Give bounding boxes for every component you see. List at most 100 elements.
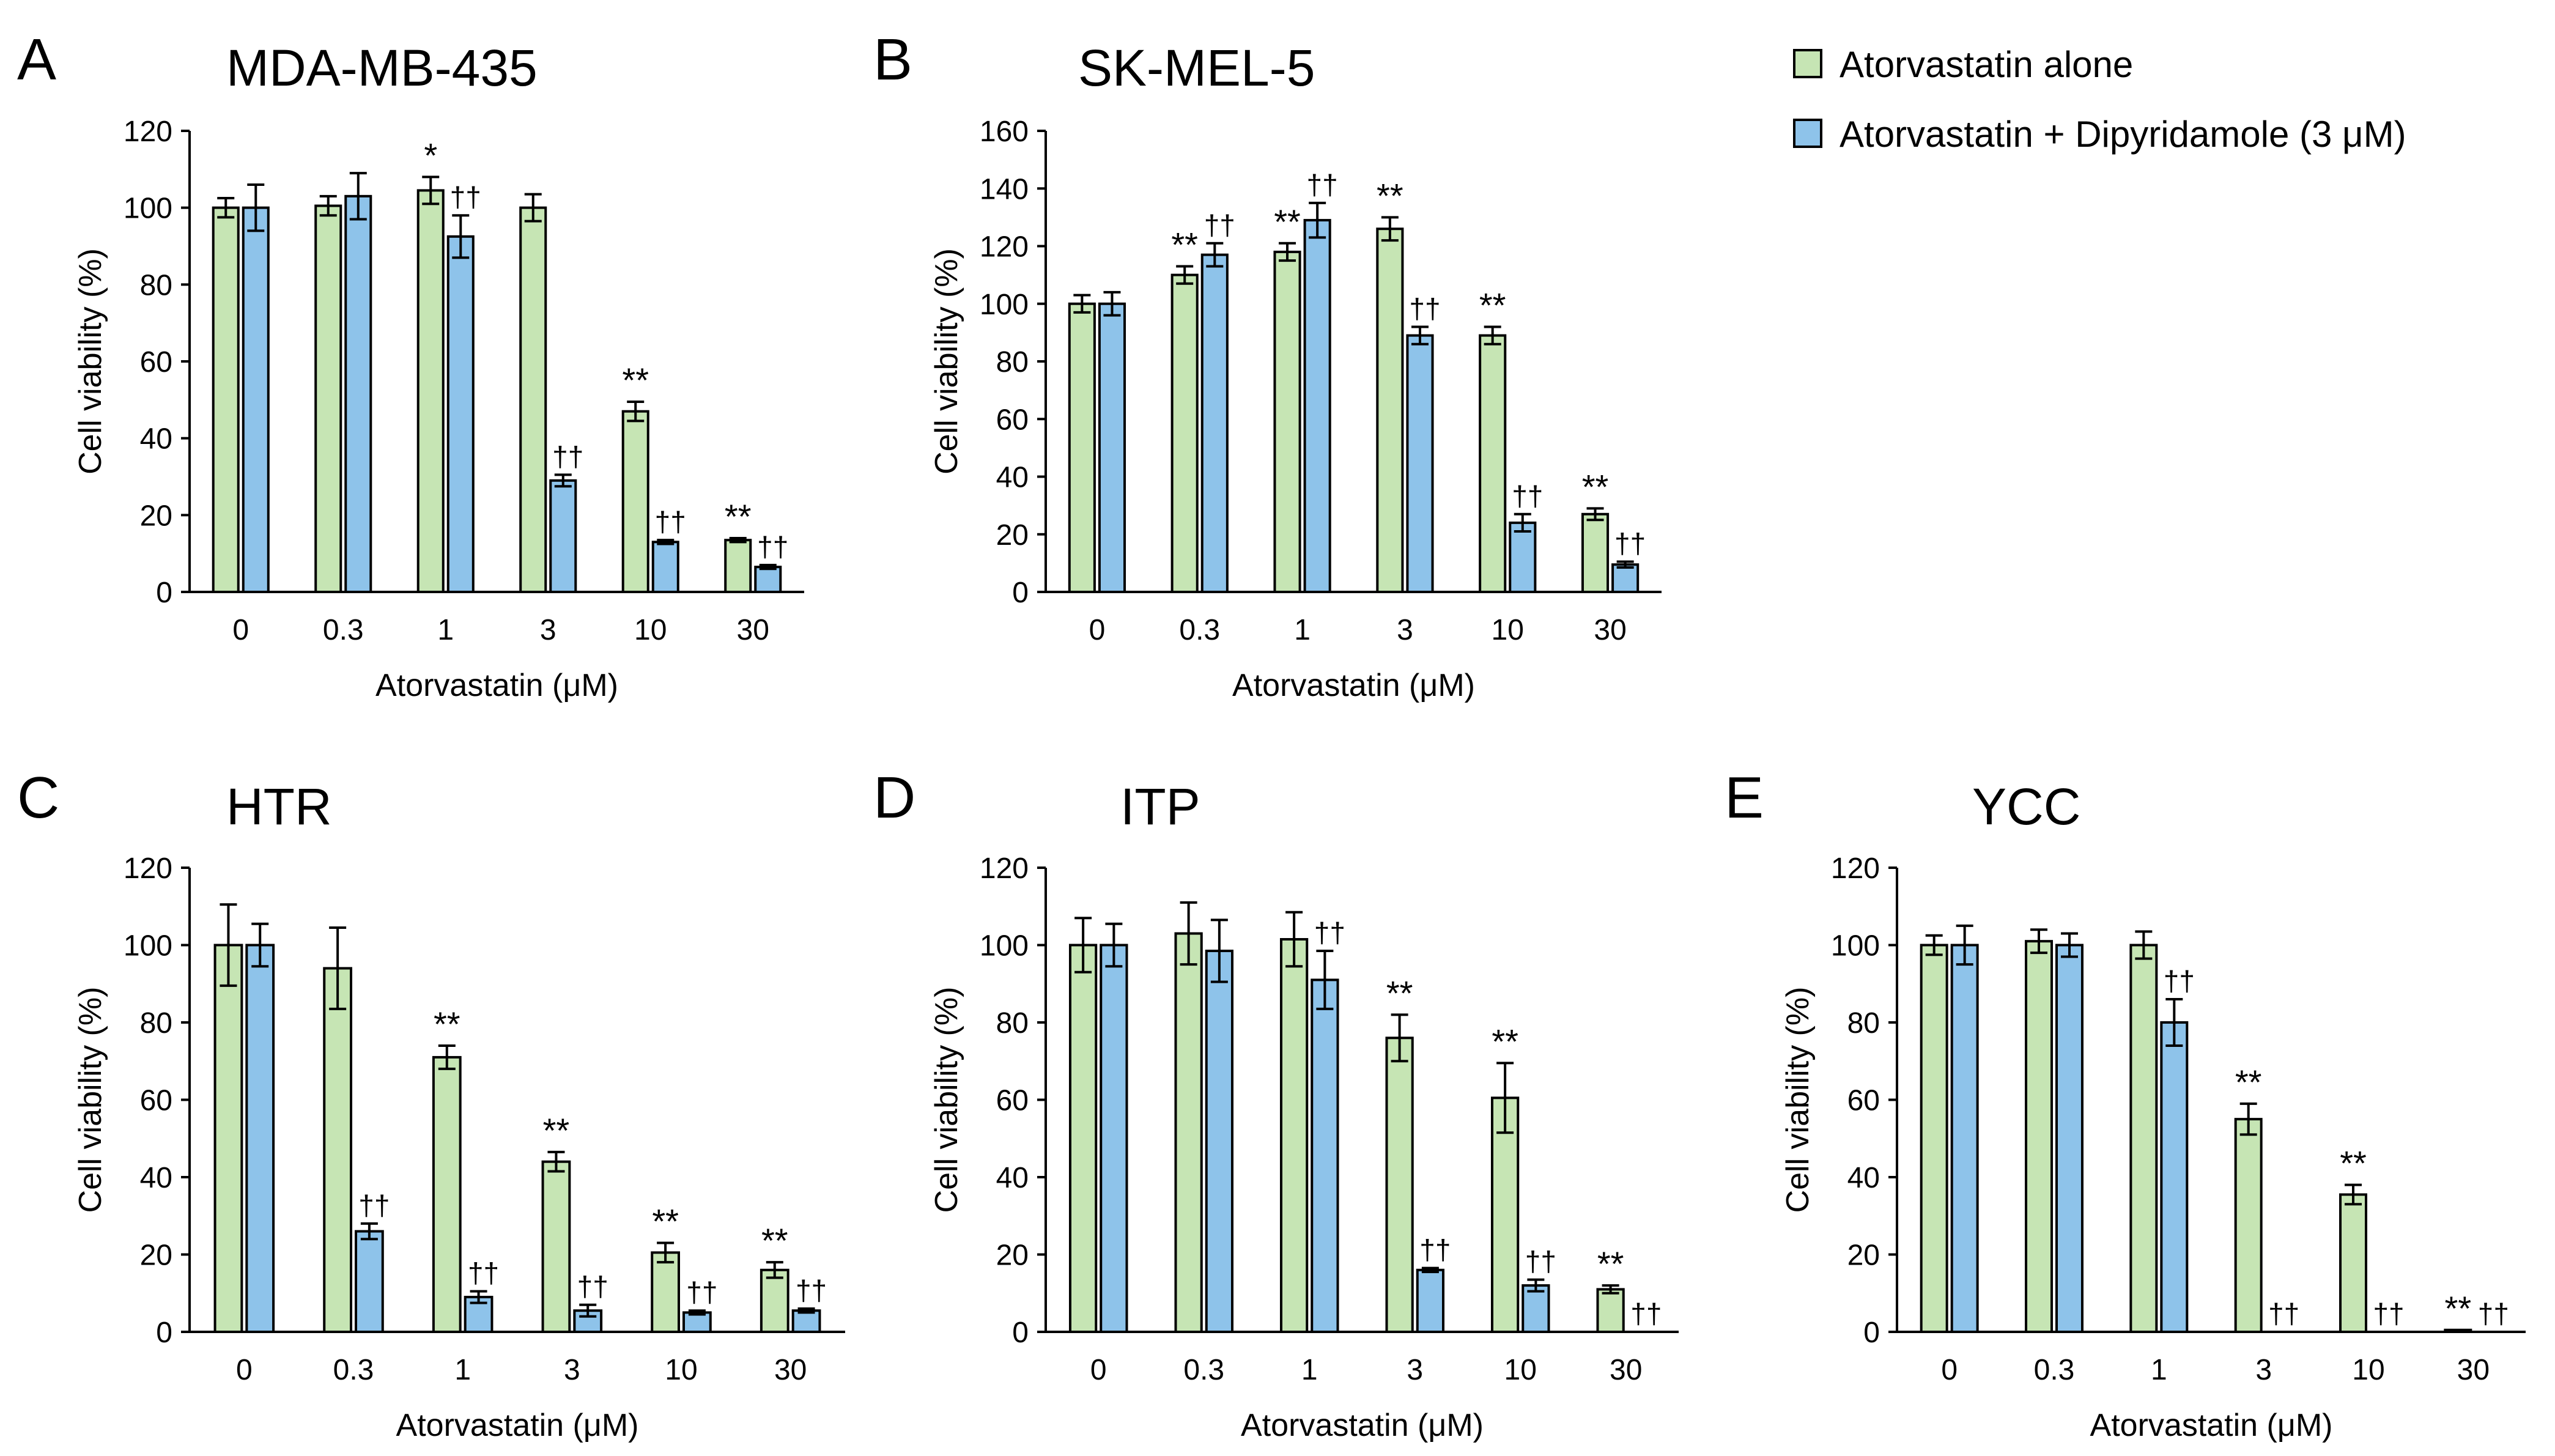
bar-alone	[724, 539, 752, 593]
x-tick-label: 0.3	[1183, 1354, 1224, 1386]
x-axis-label: Atorvastatin (μM)	[396, 1408, 639, 1443]
significance-mark: **	[2340, 1144, 2367, 1183]
bar-alone	[1376, 227, 1404, 594]
bar-alone	[1068, 302, 1096, 593]
bar-alone	[1068, 944, 1098, 1333]
bar-alone	[1273, 250, 1301, 593]
significance-mark: **	[622, 361, 649, 399]
x-tick-label: 1	[2151, 1354, 2167, 1386]
y-tick-label: 140	[980, 173, 1029, 205]
x-tick-label: 3	[540, 614, 556, 646]
x-tick-label: 30	[2457, 1354, 2490, 1386]
x-tick-label: 30	[737, 614, 769, 646]
bar-combo	[1416, 1268, 1445, 1334]
bar-combo	[1406, 334, 1434, 594]
significance-mark: **	[1171, 225, 1198, 264]
x-tick-label: 0	[1941, 1354, 1958, 1386]
bar-combo	[651, 541, 679, 593]
bar-alone	[2025, 940, 2054, 1334]
y-axis-label: Cell viability (%)	[73, 987, 108, 1213]
bar-alone	[1170, 273, 1199, 593]
bar-alone	[760, 1268, 789, 1334]
bar-combo	[245, 944, 275, 1333]
x-tick-label: 10	[1504, 1354, 1537, 1386]
bar-alone	[212, 206, 240, 593]
bar-combo	[446, 235, 475, 593]
panel-title: HTR	[226, 778, 332, 835]
significance-mark: **	[1377, 176, 1403, 215]
x-tick-label: 0.3	[323, 614, 364, 646]
y-tick-label: 120	[980, 852, 1029, 885]
x-tick-label: 10	[1492, 614, 1524, 646]
x-tick-label: 10	[634, 614, 667, 646]
y-tick-label: 60	[140, 1085, 172, 1117]
panel-title: YCC	[1972, 778, 2080, 835]
bar-alone	[1920, 944, 1948, 1333]
dagger-mark: ††	[1307, 169, 1338, 201]
bar-combo	[242, 206, 270, 593]
bar-combo	[1311, 978, 1339, 1334]
y-axis-label: Cell viability (%)	[929, 248, 964, 475]
significance-mark: **	[1492, 1022, 1518, 1060]
x-tick-label: 1	[454, 1354, 471, 1386]
y-tick-label: 40	[996, 462, 1029, 494]
bar-combo	[344, 194, 372, 594]
y-tick-label: 20	[1847, 1240, 1880, 1272]
panel-letter: A	[17, 27, 56, 92]
bar-combo	[1303, 219, 1331, 593]
panel-title: MDA-MB-435	[226, 39, 538, 97]
x-tick-label: 0	[1090, 1354, 1107, 1386]
bar-alone	[1279, 938, 1309, 1333]
dagger-mark: ††	[577, 1271, 608, 1303]
y-tick-label: 100	[980, 930, 1029, 963]
bar-alone	[1581, 512, 1610, 594]
y-tick-label: 100	[980, 289, 1029, 321]
y-tick-label: 80	[1847, 1007, 1880, 1040]
y-tick-label: 0	[1012, 577, 1029, 609]
bar-combo	[791, 1309, 821, 1333]
legend-label-alone: Atorvastatin alone	[1840, 44, 2133, 85]
x-tick-label: 0	[232, 614, 249, 646]
bar-alone	[1479, 334, 1507, 594]
bar-combo	[1098, 302, 1126, 593]
dagger-mark: ††	[1614, 528, 1646, 560]
dagger-mark: ††	[552, 440, 583, 472]
dagger-mark: ††	[1314, 917, 1345, 948]
x-tick-label: 1	[437, 614, 454, 646]
legend-swatch-combo	[1793, 119, 1822, 148]
significance-mark: **	[1386, 974, 1413, 1012]
x-tick-label: 0	[1089, 614, 1106, 646]
dagger-mark: ††	[1525, 1246, 1556, 1277]
y-tick-label: 120	[980, 231, 1029, 264]
significance-mark: **	[1597, 1244, 1624, 1283]
bar-combo	[1509, 521, 1537, 594]
y-tick-label: 20	[140, 1240, 172, 1272]
dagger-mark: ††	[1419, 1234, 1451, 1266]
bar-alone	[2444, 1328, 2472, 1333]
bar-alone	[541, 1160, 571, 1333]
x-tick-label: 30	[1594, 614, 1626, 646]
y-tick-label: 60	[1847, 1085, 1880, 1117]
bar-alone	[1385, 1037, 1414, 1334]
x-tick-label: 0.3	[2034, 1354, 2075, 1386]
y-tick-label: 120	[124, 116, 172, 148]
x-axis-label: Atorvastatin (μM)	[375, 668, 618, 703]
dagger-mark: ††	[757, 531, 788, 563]
dagger-mark: ††	[1512, 480, 1543, 512]
x-tick-label: 30	[1610, 1354, 1642, 1386]
dagger-mark: ††	[686, 1276, 717, 1308]
significance-mark: **	[2445, 1289, 2472, 1328]
significance-mark: **	[543, 1111, 570, 1150]
y-tick-label: 80	[140, 1007, 172, 1040]
x-tick-label: 1	[1294, 614, 1311, 646]
y-tick-label: 20	[140, 500, 172, 532]
bar-combo	[754, 566, 782, 593]
bar-alone	[2129, 944, 2158, 1333]
bar-alone	[432, 1055, 462, 1334]
bar-combo	[1100, 944, 1128, 1333]
bar-alone	[323, 967, 353, 1333]
y-tick-label: 80	[996, 1007, 1029, 1040]
bar-alone	[213, 944, 243, 1333]
